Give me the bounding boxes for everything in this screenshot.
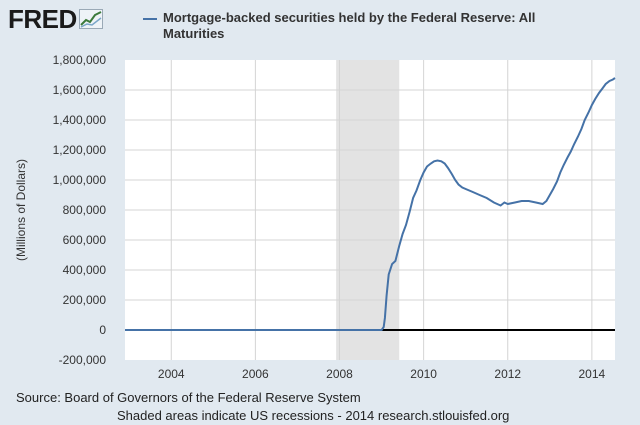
fred-logo-text: FRED — [8, 4, 77, 34]
y-tick-label-4: 600,000 — [63, 233, 107, 247]
series-line — [125, 77, 616, 331]
line-chart-icon — [78, 9, 103, 29]
y-tick-label-1: 0 — [99, 323, 106, 337]
source-note: Source: Board of Governors of the Federa… — [16, 390, 361, 405]
y-tick-label-5: 800,000 — [63, 203, 107, 217]
x-tick-label-1: 2006 — [242, 367, 269, 381]
legend-swatch — [143, 18, 157, 20]
x-tick-label-3: 2010 — [410, 367, 437, 381]
y-tick-label-10: 1,800,000 — [53, 53, 107, 67]
y-tick-label-0: -200,000 — [59, 353, 107, 367]
y-tick-label-2: 200,000 — [63, 293, 107, 307]
x-tick-label-5: 2014 — [579, 367, 606, 381]
y-tick-label-3: 400,000 — [63, 263, 107, 277]
y-axis-label: (Millions of Dollars) — [14, 159, 28, 261]
x-tick-label-0: 2004 — [158, 367, 185, 381]
y-tick-label-8: 1,400,000 — [53, 113, 107, 127]
legend-label: Mortgage-backed securities held by the F… — [163, 10, 536, 41]
y-tick-label-6: 1,000,000 — [53, 173, 107, 187]
x-tick-label-4: 2012 — [494, 367, 521, 381]
y-tick-label-9: 1,600,000 — [53, 83, 107, 97]
x-tick-label-2: 2008 — [326, 367, 353, 381]
fred-logo[interactable]: FRED — [8, 4, 103, 34]
y-tick-label-7: 1,200,000 — [53, 143, 107, 157]
chart-legend: Mortgage-backed securities held by the F… — [143, 10, 563, 42]
recession-note: Shaded areas indicate US recessions - 20… — [117, 408, 510, 423]
